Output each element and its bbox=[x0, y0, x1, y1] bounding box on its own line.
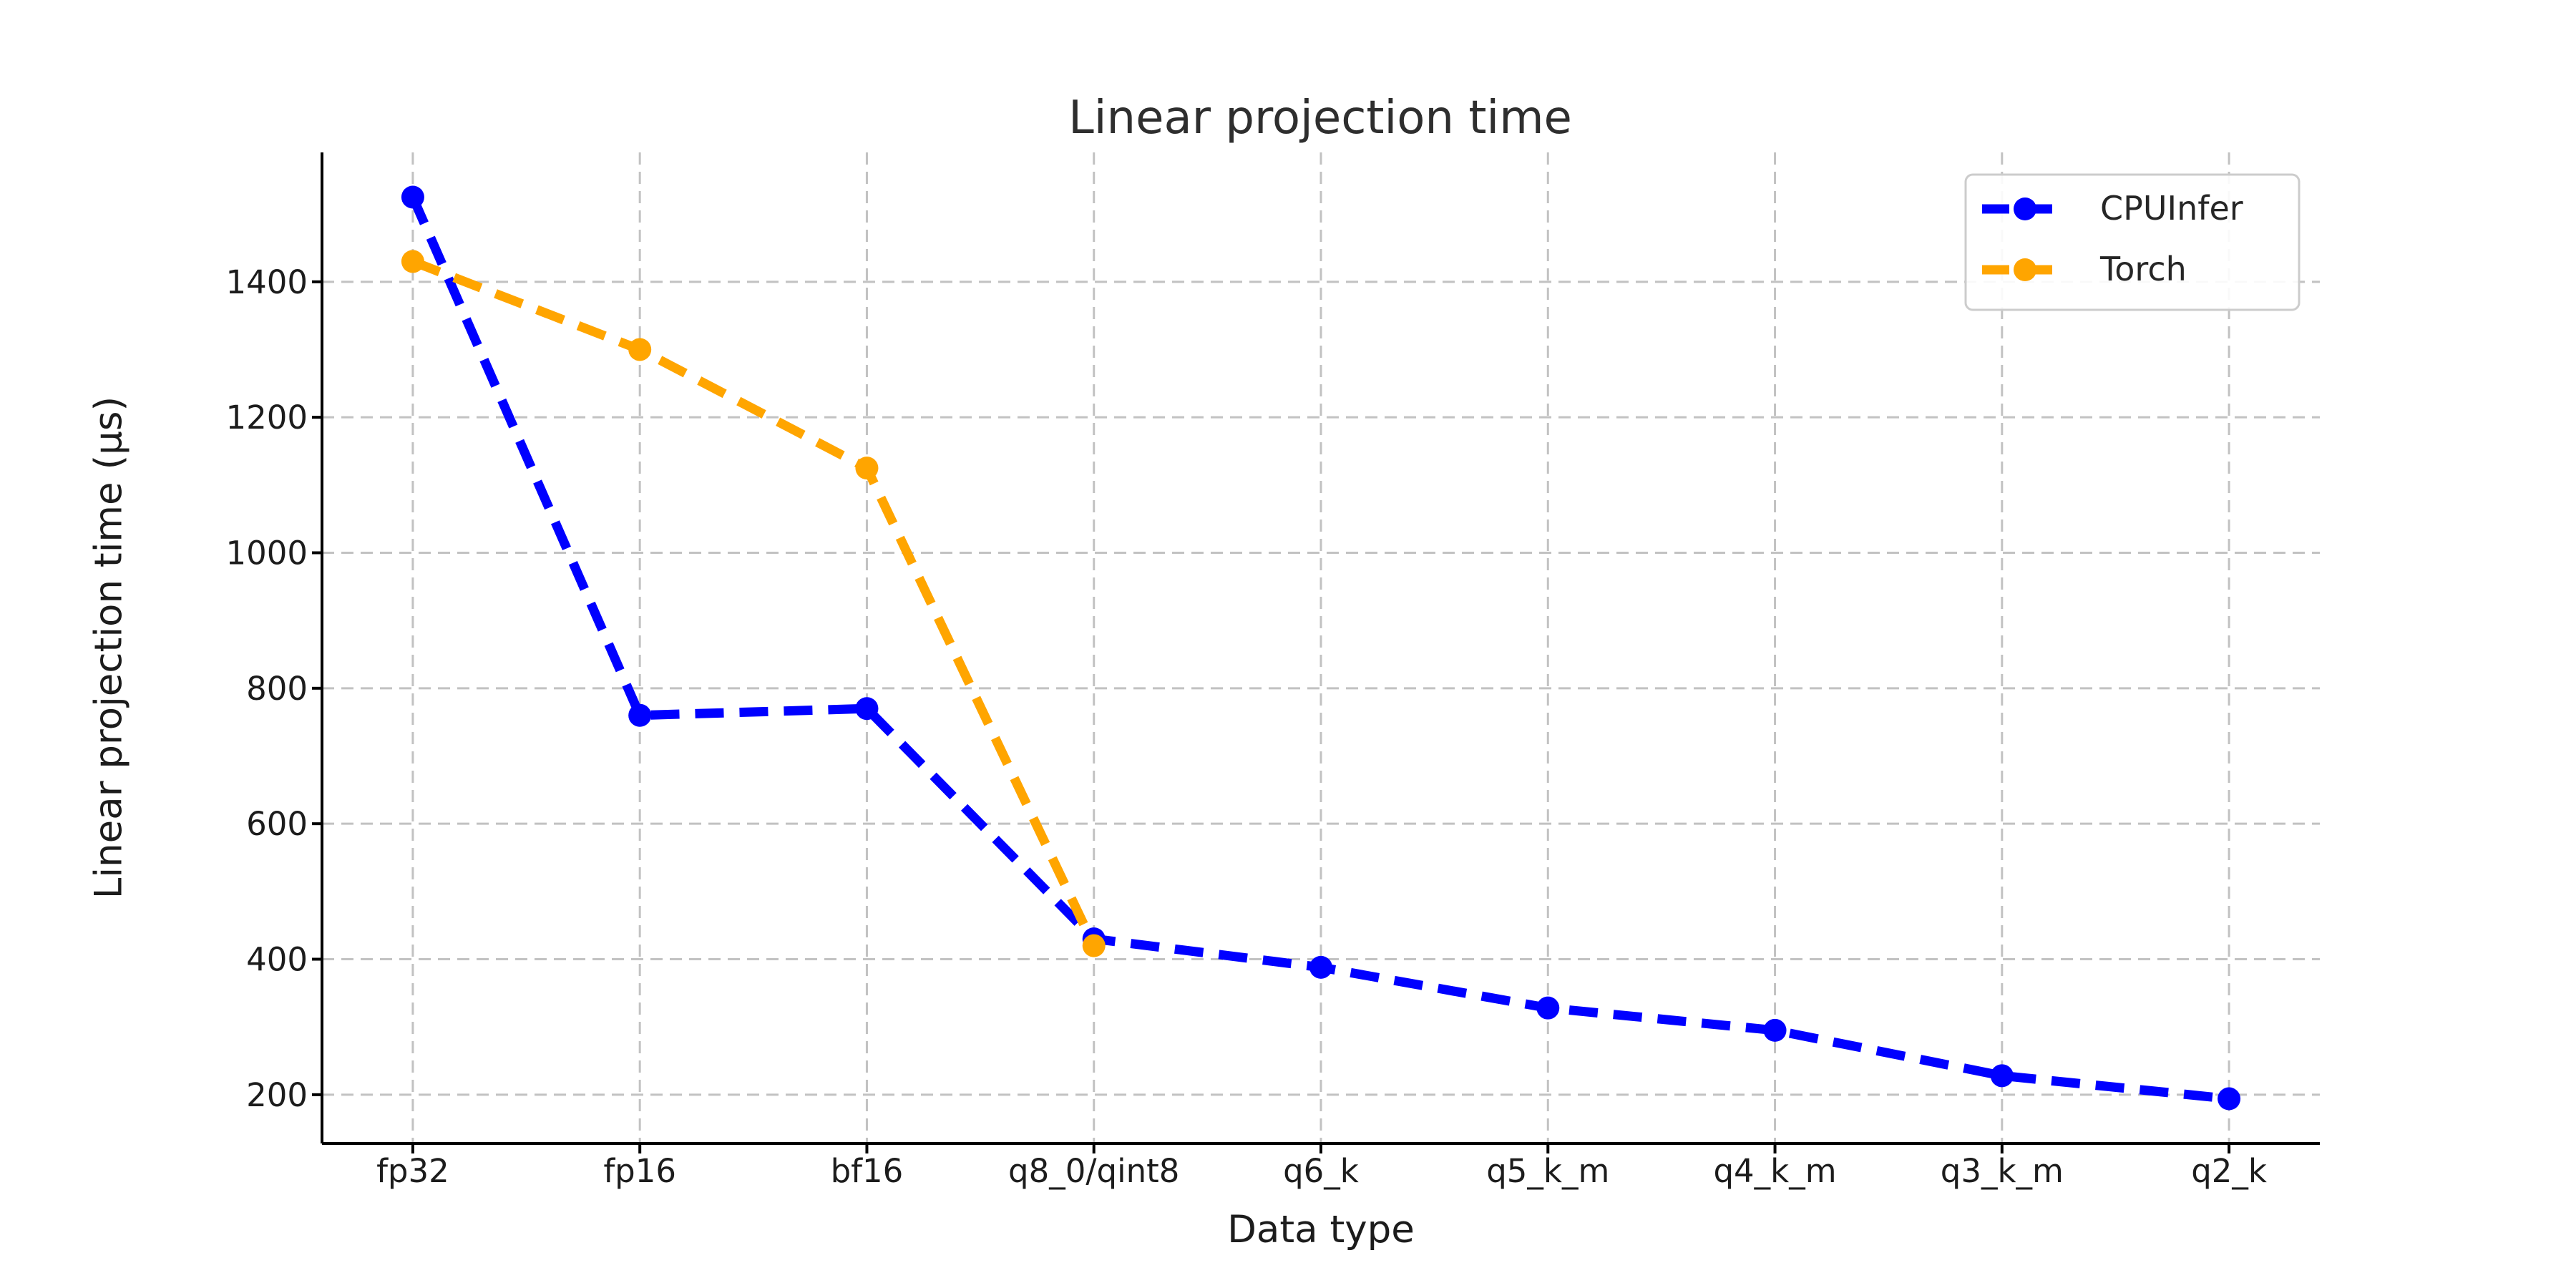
data-point-marker bbox=[401, 185, 424, 209]
x-tick-label: bf16 bbox=[831, 1152, 904, 1190]
legend-label-torch: Torch bbox=[2100, 250, 2187, 288]
y-axis-label: Linear projection time (µs) bbox=[87, 396, 131, 899]
data-point-marker bbox=[1990, 1064, 2014, 1088]
legend-label-cpuinfer: CPUInfer bbox=[2100, 189, 2243, 228]
data-point-marker bbox=[401, 250, 424, 273]
data-point-marker bbox=[2218, 1087, 2241, 1111]
x-tick-label: q2_k bbox=[2191, 1152, 2267, 1190]
gridlines bbox=[322, 152, 2320, 1143]
x-tick-label: fp32 bbox=[376, 1152, 449, 1190]
y-tick-label: 600 bbox=[246, 805, 308, 843]
y-tick-label: 1000 bbox=[225, 534, 308, 572]
series-line bbox=[411, 257, 1098, 948]
data-point-marker bbox=[628, 338, 652, 361]
y-tick-label: 200 bbox=[246, 1076, 308, 1114]
x-tick-label: q5_k_m bbox=[1486, 1152, 1609, 1190]
chart-title: Linear projection time bbox=[1068, 92, 1572, 145]
data-point-marker bbox=[1082, 934, 1106, 957]
series-torch bbox=[401, 250, 1106, 957]
data-point-marker bbox=[855, 697, 879, 721]
data-point-marker bbox=[628, 703, 652, 727]
series-cpuinfer bbox=[401, 185, 2241, 1111]
legend-sample-marker bbox=[2014, 258, 2036, 281]
y-tick-label: 1400 bbox=[225, 263, 308, 301]
data-point-marker bbox=[1763, 1018, 1787, 1042]
y-tick-label: 800 bbox=[246, 670, 308, 708]
x-tick-label: q4_k_m bbox=[1713, 1152, 1836, 1190]
x-tick-label: q8_0/qint8 bbox=[1008, 1152, 1179, 1190]
x-tick-label: q3_k_m bbox=[1941, 1152, 2064, 1190]
y-tick-label: 400 bbox=[246, 941, 308, 979]
legend-sample-marker bbox=[2014, 197, 2036, 220]
data-point-marker bbox=[1536, 996, 1560, 1020]
x-axis-label: Data type bbox=[1227, 1208, 1415, 1252]
axes: 200 400 600 800 1000 1200 1400 fp32 fp16 bf16 q8_0… bbox=[225, 152, 2320, 1190]
data-point-marker bbox=[855, 457, 879, 480]
data-point-marker bbox=[1309, 955, 1332, 979]
y-tick-label: 1200 bbox=[225, 399, 308, 436]
x-tick-label: q6_k bbox=[1283, 1152, 1359, 1190]
x-tick-label: fp16 bbox=[603, 1152, 676, 1190]
legend bbox=[1964, 173, 2301, 311]
